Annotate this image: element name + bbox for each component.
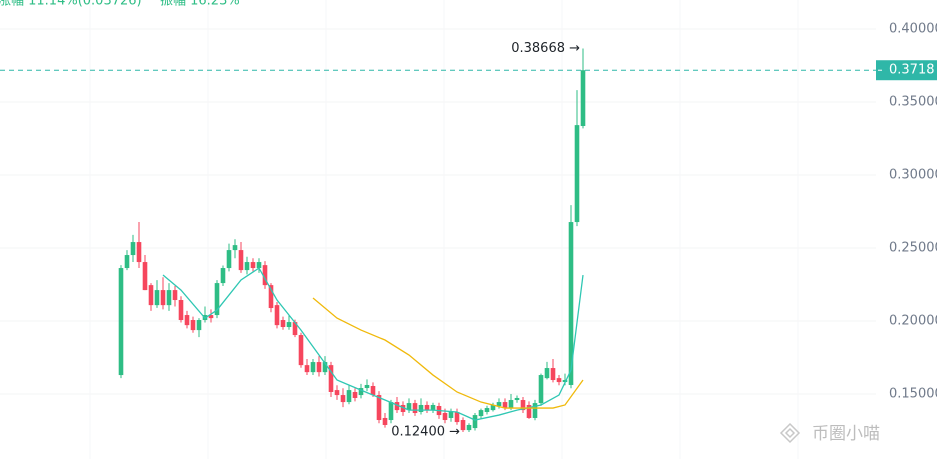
candle-body <box>238 250 244 271</box>
annotation-arrow: → <box>569 41 580 56</box>
y-tick-label: 0.15000 <box>889 387 937 402</box>
annotation-label: 0.12400 <box>391 424 445 439</box>
candle-body <box>538 375 544 404</box>
candle-body <box>310 362 316 373</box>
candle-body <box>232 245 238 251</box>
candle-body <box>448 411 454 418</box>
candle-body <box>364 384 370 389</box>
candle-body <box>556 378 562 383</box>
candle-body <box>370 386 376 396</box>
moving-average-line <box>312 297 584 409</box>
annotation-arrow: → <box>449 424 460 439</box>
candle-body <box>220 268 226 284</box>
price-label: 0.3718 <box>889 63 935 78</box>
candle-body <box>208 315 214 319</box>
candle-body <box>172 290 178 301</box>
candle-body <box>190 320 196 331</box>
candle-body <box>484 408 490 412</box>
candle-body <box>544 368 550 379</box>
candle-body <box>376 395 382 421</box>
price-label-box <box>876 60 937 81</box>
candle-body <box>160 290 166 306</box>
candle-body <box>502 402 508 409</box>
candle-body <box>406 403 412 411</box>
candle-body <box>418 404 424 412</box>
candle-body <box>292 322 298 336</box>
candle-body <box>184 315 190 326</box>
candle-body <box>358 388 364 396</box>
candle-body <box>520 400 526 411</box>
candle-body <box>460 420 466 431</box>
candle-body <box>214 283 220 316</box>
annotation-label: 0.38668 <box>511 41 565 56</box>
candle-body <box>514 397 520 401</box>
candle-body <box>328 365 334 392</box>
candle-body <box>268 285 274 309</box>
candle-body <box>574 125 580 223</box>
candle-body <box>562 380 568 383</box>
candle-body <box>166 290 172 306</box>
candle-body <box>322 362 328 373</box>
candle-body <box>496 402 502 407</box>
candle-body <box>532 403 538 418</box>
candle-body <box>124 255 130 269</box>
candle-body <box>454 411 460 423</box>
candle-body <box>382 417 388 425</box>
candle-body <box>274 305 280 326</box>
info-amplitude: 振幅 16.23% <box>160 0 240 9</box>
candle-body <box>526 404 532 418</box>
watermark: 币圈小喵 <box>812 424 880 444</box>
candle-body <box>196 320 202 331</box>
candle-body <box>424 404 430 411</box>
candle-body <box>490 404 496 411</box>
candle-body <box>130 242 136 256</box>
candle-body <box>286 322 292 328</box>
candle-body <box>352 391 358 398</box>
candle-body <box>472 415 478 429</box>
info-change: 涨幅 11.14%(0.03726) <box>0 0 142 9</box>
candle-body <box>256 262 262 269</box>
candle-body <box>568 222 574 385</box>
candle-body <box>400 404 406 412</box>
candle-body <box>394 402 400 411</box>
candle-body <box>580 70 586 126</box>
candle-body <box>334 390 340 396</box>
candle-body <box>346 390 352 403</box>
candle-body <box>244 262 250 271</box>
watermark-icon <box>779 422 801 444</box>
candle-body <box>550 368 556 381</box>
candle-body <box>226 250 232 269</box>
candle-body <box>262 265 268 286</box>
candle-body <box>280 320 286 328</box>
candle-body <box>430 404 436 411</box>
candle-body <box>508 400 514 409</box>
candle-body <box>388 402 394 421</box>
candle-body <box>154 290 160 306</box>
candle-body <box>250 262 256 269</box>
candle-body <box>412 403 418 414</box>
candle-body <box>136 242 142 263</box>
candle-body <box>178 300 184 321</box>
candle-body <box>316 362 322 373</box>
candle-body <box>442 413 448 421</box>
candle-body <box>148 285 154 306</box>
candle-body <box>340 395 346 403</box>
candle-body <box>478 410 484 417</box>
candle-body <box>298 335 304 366</box>
candle-body <box>142 262 148 291</box>
candle-body <box>118 268 124 376</box>
candle-body <box>304 365 310 373</box>
candle-body <box>466 424 472 431</box>
